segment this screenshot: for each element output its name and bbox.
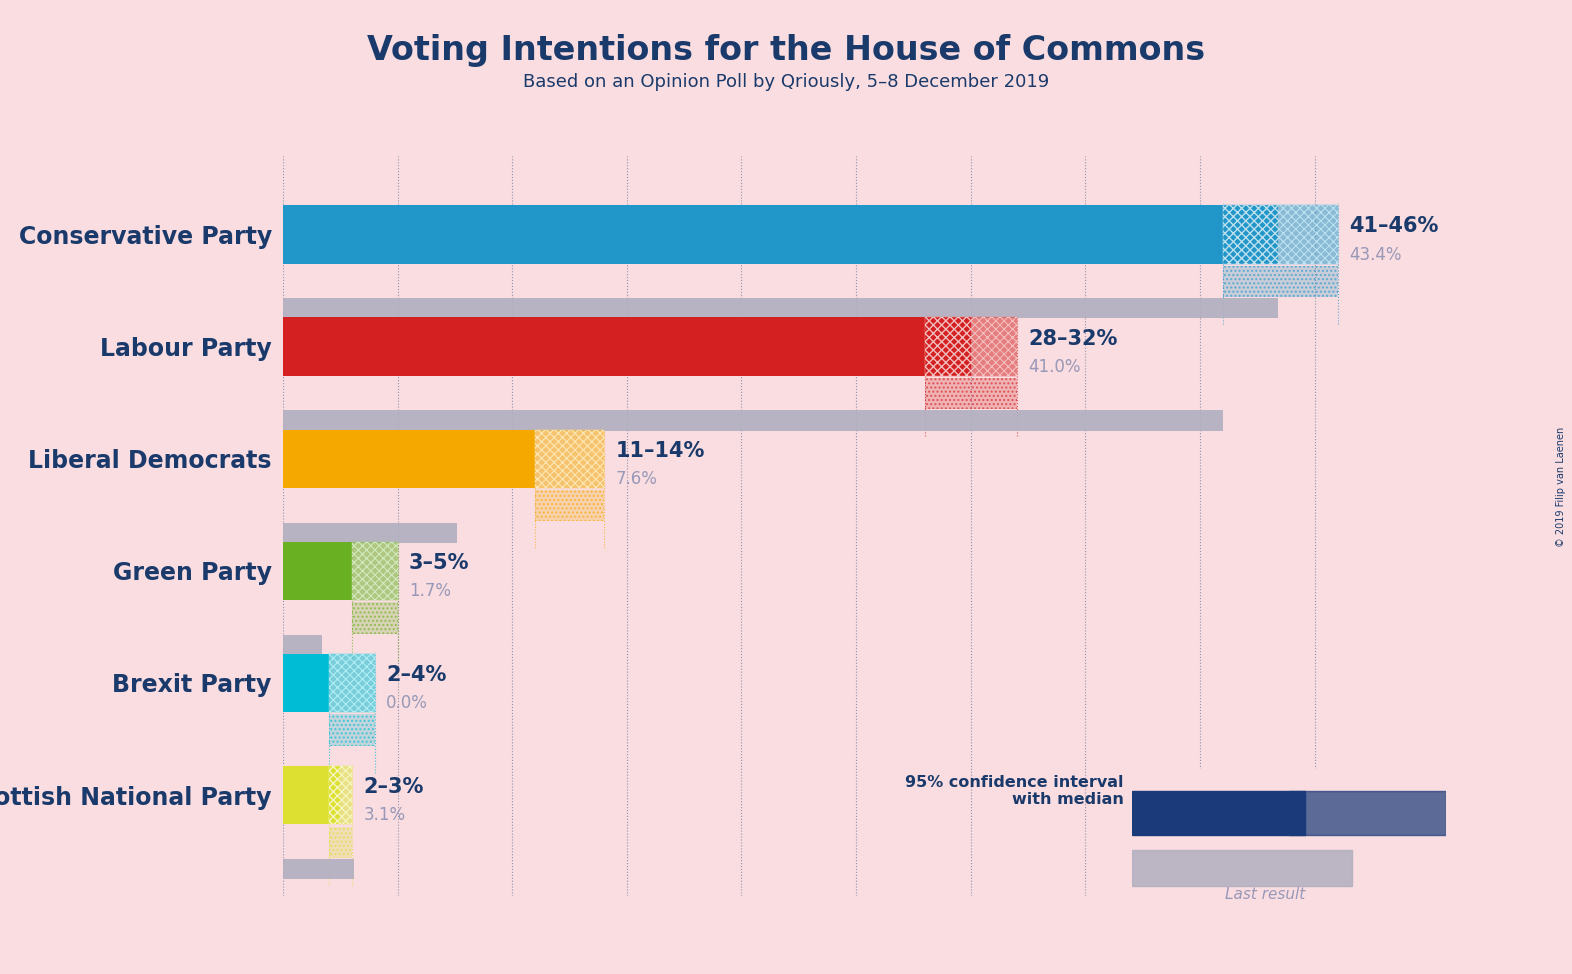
Bar: [283, 523, 457, 543]
Text: 0.0%: 0.0%: [387, 694, 428, 712]
Bar: [1223, 266, 1338, 297]
Bar: [283, 206, 1278, 264]
Text: 28–32%: 28–32%: [1028, 328, 1118, 349]
Text: Last result: Last result: [1225, 886, 1306, 902]
Bar: [1223, 266, 1338, 297]
Bar: [924, 378, 1017, 409]
Bar: [329, 827, 352, 858]
Bar: [924, 318, 1017, 376]
Text: 3–5%: 3–5%: [409, 553, 470, 573]
Bar: [283, 766, 340, 824]
Text: 3.1%: 3.1%: [363, 806, 406, 824]
Bar: [924, 318, 1017, 376]
Bar: [329, 766, 352, 824]
Bar: [283, 430, 534, 488]
Bar: [352, 542, 398, 600]
Text: 41–46%: 41–46%: [1349, 216, 1438, 237]
Text: Voting Intentions for the House of Commons: Voting Intentions for the House of Commo…: [366, 34, 1206, 67]
Bar: [329, 654, 374, 712]
Text: 95% confidence interval
with median: 95% confidence interval with median: [905, 774, 1124, 807]
Bar: [329, 827, 352, 858]
Bar: [329, 714, 374, 746]
Bar: [283, 542, 352, 600]
Text: 1.7%: 1.7%: [409, 582, 451, 600]
Bar: [283, 298, 1278, 318]
Bar: [329, 714, 374, 746]
Bar: [1132, 791, 1305, 836]
Bar: [329, 654, 374, 712]
Bar: [352, 602, 398, 634]
Bar: [534, 430, 604, 488]
Bar: [1289, 791, 1446, 836]
Bar: [534, 430, 604, 488]
Bar: [283, 654, 329, 712]
Text: Based on an Opinion Poll by Qriously, 5–8 December 2019: Based on an Opinion Poll by Qriously, 5–…: [523, 73, 1049, 91]
Text: © 2019 Filip van Laenen: © 2019 Filip van Laenen: [1556, 427, 1566, 547]
Bar: [924, 378, 1017, 409]
Text: 7.6%: 7.6%: [615, 469, 657, 488]
Bar: [1132, 849, 1352, 886]
Text: 41.0%: 41.0%: [1028, 357, 1080, 376]
Bar: [534, 430, 604, 488]
Bar: [283, 635, 322, 655]
Bar: [352, 542, 398, 600]
Bar: [1223, 206, 1338, 264]
Bar: [283, 859, 354, 880]
Bar: [534, 490, 604, 521]
Text: 11–14%: 11–14%: [615, 441, 704, 461]
Text: 43.4%: 43.4%: [1349, 245, 1402, 264]
Bar: [1223, 206, 1338, 264]
Text: 2–4%: 2–4%: [387, 665, 446, 685]
Bar: [352, 602, 398, 634]
Bar: [352, 542, 398, 600]
Bar: [329, 766, 352, 824]
Bar: [329, 654, 374, 712]
Bar: [283, 318, 970, 376]
Text: 2–3%: 2–3%: [363, 777, 423, 798]
Bar: [329, 766, 352, 824]
Bar: [924, 318, 1017, 376]
Bar: [1289, 791, 1446, 836]
Bar: [1223, 206, 1338, 264]
Bar: [283, 410, 1223, 431]
Bar: [534, 490, 604, 521]
